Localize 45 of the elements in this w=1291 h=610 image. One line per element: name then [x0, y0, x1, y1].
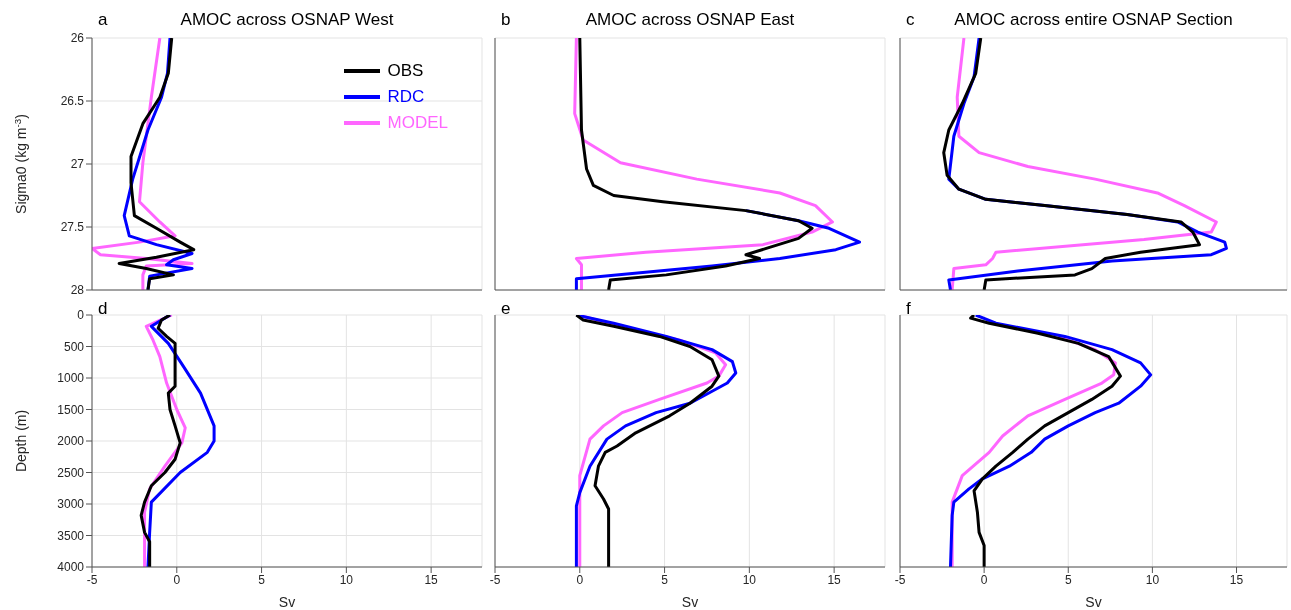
x-axis-title: Sv — [681, 594, 699, 610]
x-tick-label: 10 — [742, 572, 757, 587]
x-tick-label: 5 — [1064, 572, 1072, 587]
legend-label: MODEL — [387, 112, 448, 134]
x-tick-label: 15 — [827, 572, 842, 587]
chart-title: AMOC across OSNAP East — [585, 10, 795, 29]
legend-label: RDC — [387, 86, 425, 108]
annotation: e — [501, 299, 511, 319]
y-tick-label: 3000 — [57, 497, 85, 512]
y-tick-label: 27 — [70, 157, 85, 172]
annotation: d — [98, 299, 108, 319]
annotation: f — [906, 299, 911, 319]
x-tick-label: 0 — [576, 572, 584, 587]
y-tick-label: 1000 — [57, 371, 85, 386]
y-tick-label: 2500 — [57, 465, 85, 480]
y-tick-label: 28 — [70, 283, 85, 298]
x-tick-label: 0 — [980, 572, 988, 587]
chart-title: AMOC across entire OSNAP Section — [954, 10, 1233, 29]
x-tick-label: -5 — [489, 572, 501, 587]
x-tick-label: 5 — [258, 572, 266, 587]
y-tick-label: 3500 — [57, 528, 85, 543]
legend-label: OBS — [387, 60, 424, 82]
x-tick-label: -5 — [86, 572, 98, 587]
x-tick-label: 5 — [661, 572, 669, 587]
y-tick-label: 26 — [70, 31, 85, 46]
x-tick-label: 15 — [1229, 572, 1244, 587]
y-tick-label: 500 — [63, 339, 85, 354]
x-tick-label: 10 — [1145, 572, 1160, 587]
y-tick-label: 26.5 — [60, 94, 85, 109]
x-axis-title: Sv — [1085, 594, 1102, 610]
text: a — [98, 10, 108, 30]
text: c — [906, 10, 915, 30]
x-tick-label: 10 — [339, 572, 354, 587]
y-axis-title: Depth (m) — [13, 409, 29, 473]
y-tick-label: 4000 — [57, 560, 85, 575]
y-tick-label: 0 — [77, 308, 85, 323]
x-tick-label: -5 — [894, 572, 906, 587]
x-tick-label: 15 — [424, 572, 439, 587]
chart-title: AMOC across OSNAP West — [180, 10, 394, 29]
y-tick-label: 2000 — [57, 434, 85, 449]
y-tick-label: 1500 — [57, 402, 85, 417]
y-tick-label: 27.5 — [60, 220, 85, 235]
x-axis-title: Sv — [278, 594, 296, 610]
text: b — [501, 10, 511, 30]
x-tick-label: 0 — [173, 572, 181, 587]
